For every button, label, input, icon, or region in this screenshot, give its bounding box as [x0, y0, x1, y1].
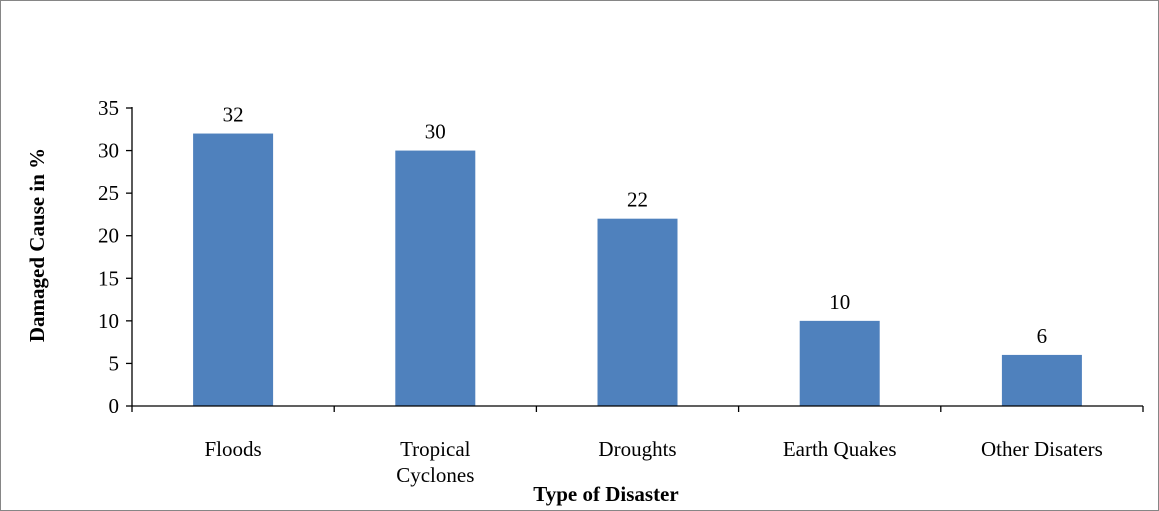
data-labels-group: 32 30 22 10 6 — [223, 103, 1048, 348]
bar-value-label: 30 — [425, 120, 446, 144]
y-tick-label: 5 — [109, 351, 120, 375]
y-axis: 0 5 10 15 20 25 30 35 — [98, 96, 133, 418]
y-tick-label: 30 — [98, 139, 119, 163]
bar — [799, 320, 880, 406]
y-axis-title: Damaged Cause in % — [25, 148, 49, 342]
y-tick-label: 0 — [109, 394, 120, 418]
y-tick-label: 20 — [98, 224, 119, 248]
x-category-label: Floods — [205, 437, 262, 461]
bars-group — [193, 133, 1082, 407]
bar — [1001, 354, 1082, 406]
bar-value-label: 6 — [1037, 324, 1048, 348]
bar — [193, 133, 274, 407]
bar — [395, 150, 476, 406]
bar — [597, 218, 678, 406]
bar-value-label: 32 — [223, 103, 244, 127]
y-tick-label: 35 — [98, 96, 119, 120]
x-category-label: Tropical Cyclones — [396, 437, 474, 487]
y-tick-label: 15 — [98, 266, 119, 290]
x-axis: Floods Tropical Cyclones Droughts Earth Quak… — [131, 405, 1144, 487]
x-category-label: Droughts — [598, 437, 676, 461]
bar-value-label: 22 — [627, 188, 648, 212]
x-axis-title: Type of Disaster — [533, 482, 678, 506]
x-category-label: Earth Quakes — [783, 437, 897, 461]
x-category-label: Other Disaters — [981, 437, 1103, 461]
bar-value-label: 10 — [829, 290, 850, 314]
y-tick-label: 10 — [98, 309, 119, 333]
y-tick-label: 25 — [98, 181, 119, 205]
